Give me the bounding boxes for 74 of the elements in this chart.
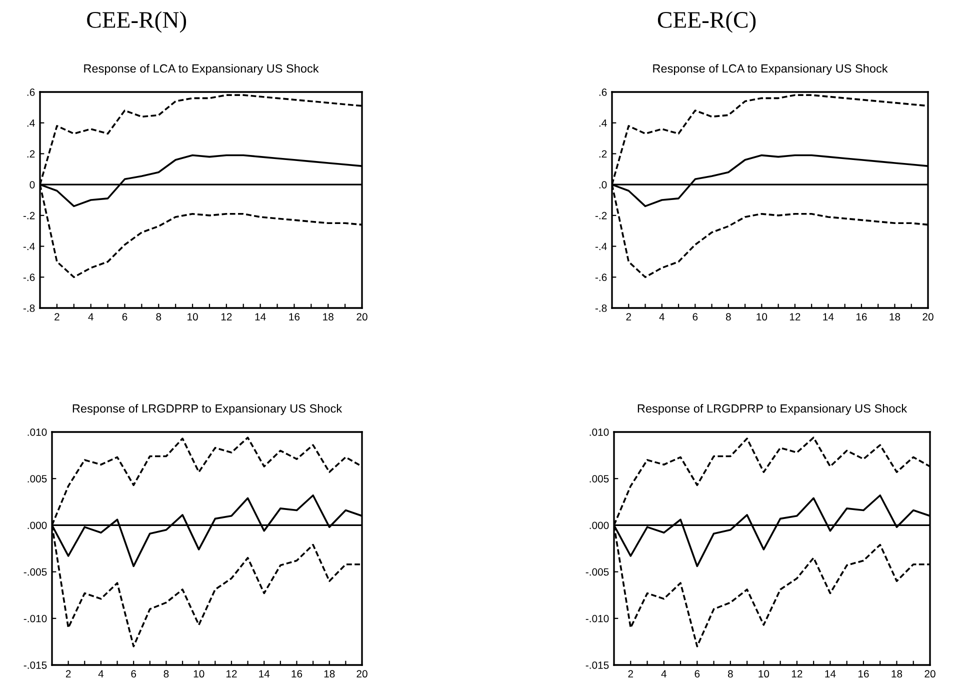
- text: CEE-R(C): [658, 11, 756, 33]
- y-tick-label: -.6: [23, 274, 35, 282]
- x-tick-label: 16: [289, 313, 300, 321]
- x-tick-label: 16: [856, 313, 867, 321]
- x-tick-label: 14: [825, 670, 836, 678]
- x-tick-label: 4: [659, 313, 664, 320]
- x-tick-label: 4: [98, 670, 104, 678]
- x-tick-label: 14: [823, 313, 834, 320]
- x-tick-label: 12: [790, 313, 800, 320]
- y-tick-label: -.4: [595, 242, 607, 250]
- y-tick-label: 0: [30, 181, 35, 188]
- x-tick-label: 4: [661, 670, 666, 678]
- y-tick-label: .2: [599, 150, 607, 158]
- x-tick-label: 10: [188, 313, 198, 321]
- x-tick-label: 6: [692, 313, 698, 321]
- y-tick-label: .000: [590, 522, 609, 530]
- y-tick-label: .000: [28, 522, 47, 530]
- y-tick-label: -.8: [595, 304, 607, 312]
- x-tick-label: 2: [626, 313, 632, 320]
- chart-title: Response of LCA to Expansionary US Shock: [84, 64, 319, 76]
- x-tick-label: 2: [628, 670, 634, 678]
- y-tick-label: .4: [599, 119, 607, 127]
- x-tick-label: 6: [694, 670, 700, 678]
- x-tick-label: 2: [54, 313, 60, 320]
- x-tick-label: 10: [758, 670, 770, 678]
- y-tick-label: -.010: [24, 614, 47, 622]
- chart-title: Response of LRGDPRP to Expansionary US Shock: [72, 404, 342, 416]
- x-tick-label: 16: [858, 670, 869, 678]
- x-tick-label: 18: [324, 670, 335, 678]
- chart-title: Response of LCA to Expansionary US Shock: [653, 64, 888, 76]
- x-tick-label: 8: [156, 313, 162, 321]
- y-tick-label: -.015: [24, 662, 47, 669]
- y-tick-label: .6: [599, 88, 607, 96]
- y-tick-label: .010: [590, 428, 609, 436]
- x-tick-label: 8: [726, 313, 731, 321]
- x-tick-label: 10: [756, 313, 768, 321]
- x-tick-label: 18: [323, 313, 334, 321]
- x-tick-label: 8: [728, 670, 733, 678]
- x-tick-label: 14: [259, 670, 270, 678]
- x-tick-label: 18: [890, 313, 900, 321]
- x-tick-label: 6: [122, 313, 128, 321]
- y-tick-label: -.015: [586, 662, 609, 669]
- x-tick-label: 2: [66, 670, 71, 678]
- y-tick-label: -.005: [24, 568, 47, 576]
- y-tick-label: -.2: [595, 212, 607, 220]
- y-tick-label: .005: [590, 475, 609, 482]
- y-tick-label: .4: [27, 119, 35, 127]
- x-tick-label: 8: [164, 670, 169, 678]
- y-tick-label: -.8: [23, 304, 35, 312]
- y-tick-label: -.010: [586, 614, 609, 622]
- y-tick-label: -.005: [586, 568, 609, 576]
- x-tick-label: 20: [356, 670, 368, 678]
- y-tick-label: -.4: [23, 242, 35, 250]
- x-tick-label: 14: [255, 313, 266, 320]
- x-tick-label: 10: [194, 670, 204, 678]
- y-tick-label: -.6: [595, 274, 607, 282]
- x-tick-label: 20: [922, 313, 934, 321]
- x-tick-label: 18: [892, 670, 902, 678]
- y-tick-label: .0: [599, 181, 607, 188]
- x-tick-label: 20: [356, 313, 368, 321]
- x-tick-label: 6: [131, 670, 136, 678]
- y-tick-label: .6: [27, 88, 35, 96]
- y-tick-label: .010: [28, 428, 47, 436]
- y-tick-label: -.2: [23, 212, 35, 220]
- x-tick-label: 4: [88, 313, 94, 320]
- y-tick-label: .2: [27, 150, 35, 158]
- text: CEE-R(N): [87, 11, 186, 33]
- x-tick-label: 12: [226, 670, 237, 678]
- x-tick-label: 20: [924, 670, 936, 678]
- chart-title: Response of LRGDPRP to Expansionary US Shock: [638, 404, 908, 416]
- x-tick-label: 12: [221, 313, 232, 320]
- y-tick-label: .005: [28, 475, 47, 482]
- x-tick-label: 12: [792, 670, 802, 678]
- x-tick-label: 16: [292, 670, 302, 678]
